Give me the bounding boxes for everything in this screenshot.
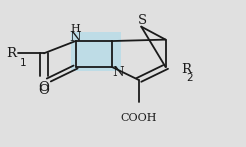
Text: R: R xyxy=(6,47,16,60)
Text: O: O xyxy=(39,81,49,94)
Text: 2: 2 xyxy=(186,73,193,83)
Text: R: R xyxy=(181,63,191,76)
Text: H: H xyxy=(71,24,80,34)
Text: S: S xyxy=(138,14,147,27)
Text: COOH: COOH xyxy=(121,113,157,123)
Text: O: O xyxy=(39,84,49,97)
Bar xyxy=(71,32,121,71)
Text: 1: 1 xyxy=(20,58,27,68)
Text: N: N xyxy=(70,31,81,44)
Text: N: N xyxy=(112,66,124,79)
